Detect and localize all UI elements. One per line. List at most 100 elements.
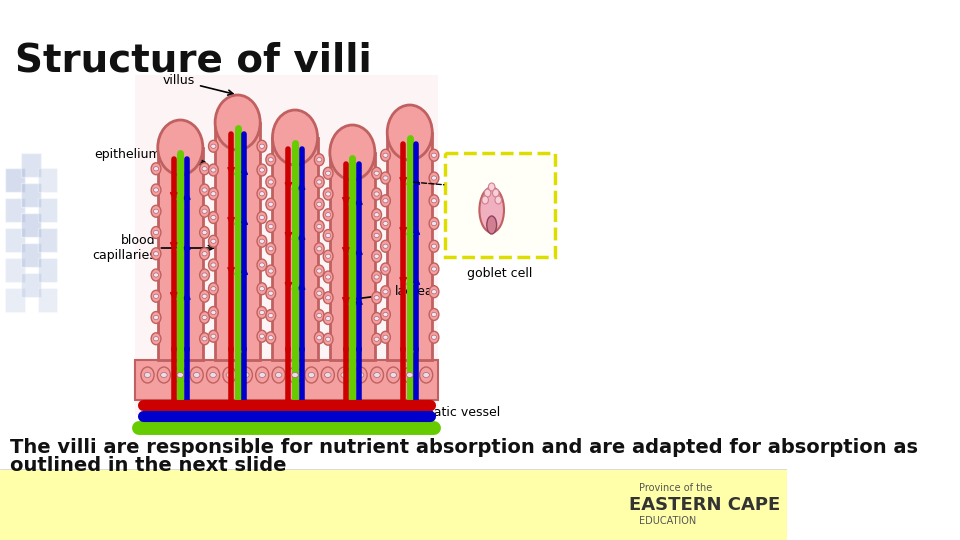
FancyBboxPatch shape [37,168,58,192]
Ellipse shape [211,310,216,315]
Bar [135,360,439,400]
Circle shape [429,218,439,230]
Circle shape [314,287,324,299]
Circle shape [482,196,489,204]
Ellipse shape [154,336,158,341]
Ellipse shape [259,287,265,291]
Circle shape [324,333,333,345]
Ellipse shape [211,192,216,196]
Text: EASTERN CAPE: EASTERN CAPE [630,496,780,514]
Ellipse shape [373,373,380,377]
Circle shape [314,265,324,277]
Ellipse shape [259,215,265,220]
Circle shape [324,292,333,303]
Ellipse shape [202,294,207,298]
FancyBboxPatch shape [21,273,41,297]
Ellipse shape [273,110,318,165]
Bar [157,147,203,360]
Circle shape [429,172,439,184]
Circle shape [492,189,499,197]
Circle shape [257,212,267,224]
Ellipse shape [317,180,322,184]
Circle shape [429,332,439,343]
Circle shape [223,367,236,383]
Circle shape [324,271,333,283]
Circle shape [420,367,433,383]
Ellipse shape [259,263,265,267]
Text: goblet cell: goblet cell [468,267,533,280]
Ellipse shape [374,233,379,238]
Circle shape [380,195,391,207]
FancyBboxPatch shape [37,288,58,312]
Circle shape [372,209,381,221]
Circle shape [266,176,276,188]
Circle shape [174,367,187,383]
Circle shape [372,230,381,241]
Circle shape [208,164,218,176]
Circle shape [257,283,267,295]
Ellipse shape [276,373,282,377]
Ellipse shape [154,188,158,192]
Circle shape [314,198,324,210]
Circle shape [380,332,391,343]
Ellipse shape [268,225,274,228]
Circle shape [380,263,391,275]
Ellipse shape [259,239,265,244]
Circle shape [257,307,267,319]
Ellipse shape [268,202,274,206]
Bar [273,138,318,360]
Circle shape [324,209,333,221]
Circle shape [429,263,439,275]
Circle shape [206,367,220,383]
Ellipse shape [193,373,200,377]
Circle shape [372,292,381,303]
Circle shape [208,283,218,295]
Circle shape [372,188,381,200]
Ellipse shape [374,296,379,300]
Circle shape [324,230,333,241]
Circle shape [200,248,209,260]
FancyBboxPatch shape [445,153,555,257]
Ellipse shape [317,269,322,273]
Circle shape [380,149,391,161]
Ellipse shape [259,168,265,172]
Ellipse shape [374,254,379,258]
Circle shape [208,235,218,247]
Circle shape [429,308,439,320]
Circle shape [257,164,267,176]
FancyBboxPatch shape [21,153,41,177]
Ellipse shape [325,337,330,341]
Ellipse shape [202,167,207,171]
Text: lacteal: lacteal [350,285,437,301]
Ellipse shape [211,168,216,172]
Ellipse shape [487,216,496,234]
Text: EDUCATION: EDUCATION [639,516,696,526]
Circle shape [200,269,209,281]
Ellipse shape [383,221,388,226]
Circle shape [200,312,209,323]
Circle shape [257,259,267,271]
Circle shape [495,196,501,204]
Circle shape [208,140,218,152]
Ellipse shape [387,105,432,160]
Circle shape [429,195,439,207]
Text: outlined in the next slide: outlined in the next slide [10,456,286,475]
Ellipse shape [317,247,322,251]
Ellipse shape [431,289,437,294]
Ellipse shape [431,176,437,180]
Ellipse shape [479,187,504,233]
Ellipse shape [202,188,207,192]
Ellipse shape [154,231,158,234]
Ellipse shape [154,273,158,277]
Ellipse shape [227,373,232,377]
Circle shape [324,167,333,179]
Circle shape [372,271,381,283]
Ellipse shape [431,335,437,339]
Circle shape [429,286,439,298]
Circle shape [266,265,276,277]
Ellipse shape [268,158,274,162]
Bar [135,75,439,415]
Ellipse shape [157,120,203,175]
Circle shape [151,312,161,323]
Ellipse shape [325,233,330,238]
